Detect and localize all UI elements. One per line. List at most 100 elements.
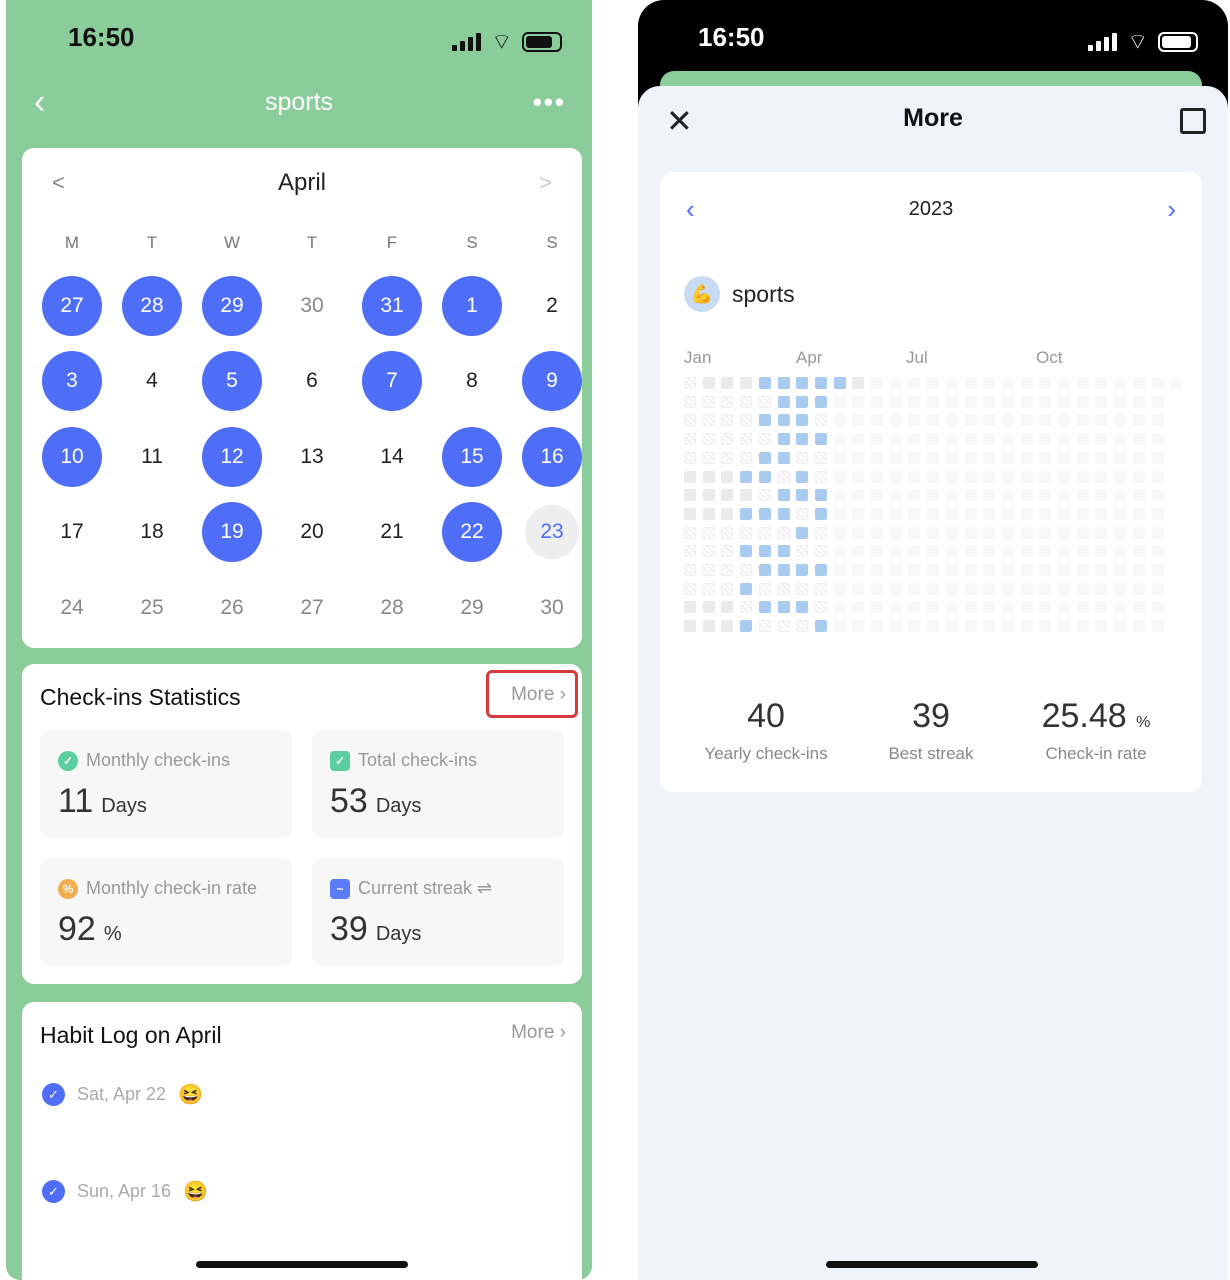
calendar-day[interactable]: 14 bbox=[352, 419, 432, 495]
calendar-day[interactable]: 1 bbox=[432, 268, 512, 344]
heatmap-cell-checked bbox=[796, 601, 809, 614]
calendar-day[interactable]: 24 bbox=[32, 570, 112, 646]
calendar-day[interactable]: 30 bbox=[512, 570, 592, 646]
calendar-day[interactable]: 9 bbox=[512, 344, 592, 420]
day-number: 26 bbox=[220, 595, 244, 619]
day-number: 14 bbox=[380, 444, 404, 468]
more-dots-icon[interactable]: ••• bbox=[532, 86, 566, 117]
mood-emoji: 😆 bbox=[178, 1084, 203, 1106]
calendar-day[interactable]: 10 bbox=[32, 419, 112, 495]
calendar-day[interactable]: 22 bbox=[432, 495, 512, 571]
heatmap-cell-future bbox=[1151, 395, 1164, 408]
calendar-day[interactable]: 21 bbox=[352, 495, 432, 571]
heatmap-cell-no-record bbox=[684, 489, 696, 502]
stats-more-link[interactable]: More › bbox=[511, 684, 566, 706]
year-stat-unit: % bbox=[1136, 714, 1151, 731]
heatmap-cell-future bbox=[945, 620, 958, 633]
calendar-day[interactable]: 3 bbox=[32, 344, 112, 420]
next-year-icon[interactable]: › bbox=[1167, 194, 1176, 224]
log-more-link[interactable]: More › bbox=[511, 1022, 566, 1044]
calendar-grid: M T W T F S S 27 28 29 30 31 1 2 3 4 5 6 7 8 9 10 11 12 13 14 15 16… bbox=[22, 218, 582, 646]
calendar-day[interactable]: 5 bbox=[192, 344, 272, 420]
calendar-day[interactable]: 11 bbox=[112, 419, 192, 495]
heatmap-cell-missed bbox=[702, 414, 715, 427]
calendar-day[interactable]: 20 bbox=[272, 495, 352, 571]
heatmap-cell-future bbox=[871, 507, 883, 520]
calendar-day[interactable]: 13 bbox=[272, 419, 352, 495]
heatmap-cell-missed bbox=[777, 470, 790, 483]
heatmap-cell-missed bbox=[721, 451, 734, 464]
calendar-day[interactable]: 6 bbox=[272, 344, 352, 420]
heatmap-cell-future bbox=[833, 564, 846, 576]
weekday-label: F bbox=[386, 233, 398, 252]
calendar-day[interactable]: 30 bbox=[272, 268, 352, 344]
heatmap-cell-future bbox=[1020, 395, 1033, 408]
heatmap-cell-future bbox=[964, 489, 977, 502]
calendar-day[interactable]: 29 bbox=[192, 268, 272, 344]
heatmap-cell-future bbox=[1132, 601, 1145, 614]
calendar-day[interactable]: 27 bbox=[272, 570, 352, 646]
heatmap-cell-no-record bbox=[721, 620, 734, 633]
more-label: More bbox=[511, 1022, 555, 1043]
percent-icon: % bbox=[58, 878, 78, 899]
calendar-day[interactable]: 7 bbox=[352, 344, 432, 420]
heatmap-cell-future bbox=[1095, 414, 1108, 427]
heatmap-cell-no-record bbox=[721, 377, 734, 389]
heatmap-cell-future bbox=[927, 526, 940, 539]
weekday-label: S bbox=[546, 233, 558, 252]
calendar-day[interactable]: 23 bbox=[512, 495, 592, 571]
calendar-day[interactable]: 18 bbox=[112, 495, 192, 571]
calendar-day[interactable]: 28 bbox=[352, 570, 432, 646]
calendar-day[interactable]: 15 bbox=[432, 419, 512, 495]
calendar-day[interactable]: 31 bbox=[352, 268, 432, 344]
calendar-day[interactable]: 26 bbox=[192, 570, 272, 646]
next-month-icon[interactable]: > bbox=[539, 170, 552, 195]
calendar-day[interactable]: 16 bbox=[512, 419, 592, 495]
calendar-day[interactable]: 27 bbox=[32, 268, 112, 344]
heatmap-cell-future bbox=[983, 620, 996, 633]
heatmap-cell-future bbox=[1020, 582, 1033, 595]
heatmap-cell-future bbox=[1114, 582, 1127, 595]
heatmap-cell-future bbox=[945, 507, 958, 520]
prev-month-icon[interactable]: < bbox=[52, 170, 65, 195]
heatmap-cell-future bbox=[1020, 507, 1033, 520]
heatmap-cell-future bbox=[964, 620, 977, 633]
stat-unit: % bbox=[103, 923, 122, 945]
calendar-day[interactable]: 28 bbox=[112, 268, 192, 344]
day-number: 19 bbox=[202, 502, 262, 563]
log-entry[interactable]: ✓ Sun, Apr 16 😆 bbox=[42, 1179, 208, 1204]
calendar-day[interactable]: 25 bbox=[112, 570, 192, 646]
stat-unit: Days bbox=[375, 923, 422, 945]
stat-value: 11 bbox=[58, 782, 94, 820]
calendar-day[interactable]: 4 bbox=[112, 344, 192, 420]
heatmap-cell-checked bbox=[740, 507, 753, 520]
heatmap-cell-future bbox=[1151, 526, 1164, 539]
calendar-day[interactable]: 2 bbox=[512, 268, 592, 344]
heatmap-cell-missed bbox=[740, 601, 753, 614]
prev-year-icon[interactable]: ‹ bbox=[686, 194, 695, 224]
calendar-day[interactable]: 12 bbox=[192, 419, 272, 495]
heatmap-cell-future bbox=[945, 414, 958, 427]
heatmap-cell-future bbox=[1076, 545, 1089, 558]
chevron-left-icon[interactable]: ‹ bbox=[34, 82, 46, 121]
calendar-day[interactable]: 8 bbox=[432, 344, 512, 420]
heatmap-cell-missed bbox=[721, 545, 734, 558]
day-number: 24 bbox=[60, 595, 84, 619]
close-icon[interactable]: ✕ bbox=[666, 103, 693, 139]
heatmap-cell-future bbox=[964, 377, 977, 389]
heatmap-cell-future bbox=[833, 451, 846, 464]
heatmap-cell-missed bbox=[814, 601, 827, 614]
calendar-day[interactable]: 29 bbox=[432, 570, 512, 646]
heatmap-cell-missed bbox=[740, 451, 753, 464]
log-entry[interactable]: ✓ Sat, Apr 22 😆 bbox=[42, 1082, 203, 1107]
heatmap-cell-missed bbox=[721, 582, 734, 595]
heatmap-cell-future bbox=[983, 414, 996, 427]
share-icon[interactable] bbox=[1180, 108, 1206, 134]
calendar-day[interactable]: 19 bbox=[192, 495, 272, 571]
calendar-day[interactable]: 17 bbox=[32, 495, 112, 571]
heatmap-cell-future bbox=[1001, 451, 1014, 464]
heatmap-cell-missed bbox=[684, 433, 696, 446]
status-time: 16:50 bbox=[698, 22, 765, 52]
day-number: 3 bbox=[42, 351, 102, 412]
heatmap-cell-checked bbox=[740, 545, 753, 558]
